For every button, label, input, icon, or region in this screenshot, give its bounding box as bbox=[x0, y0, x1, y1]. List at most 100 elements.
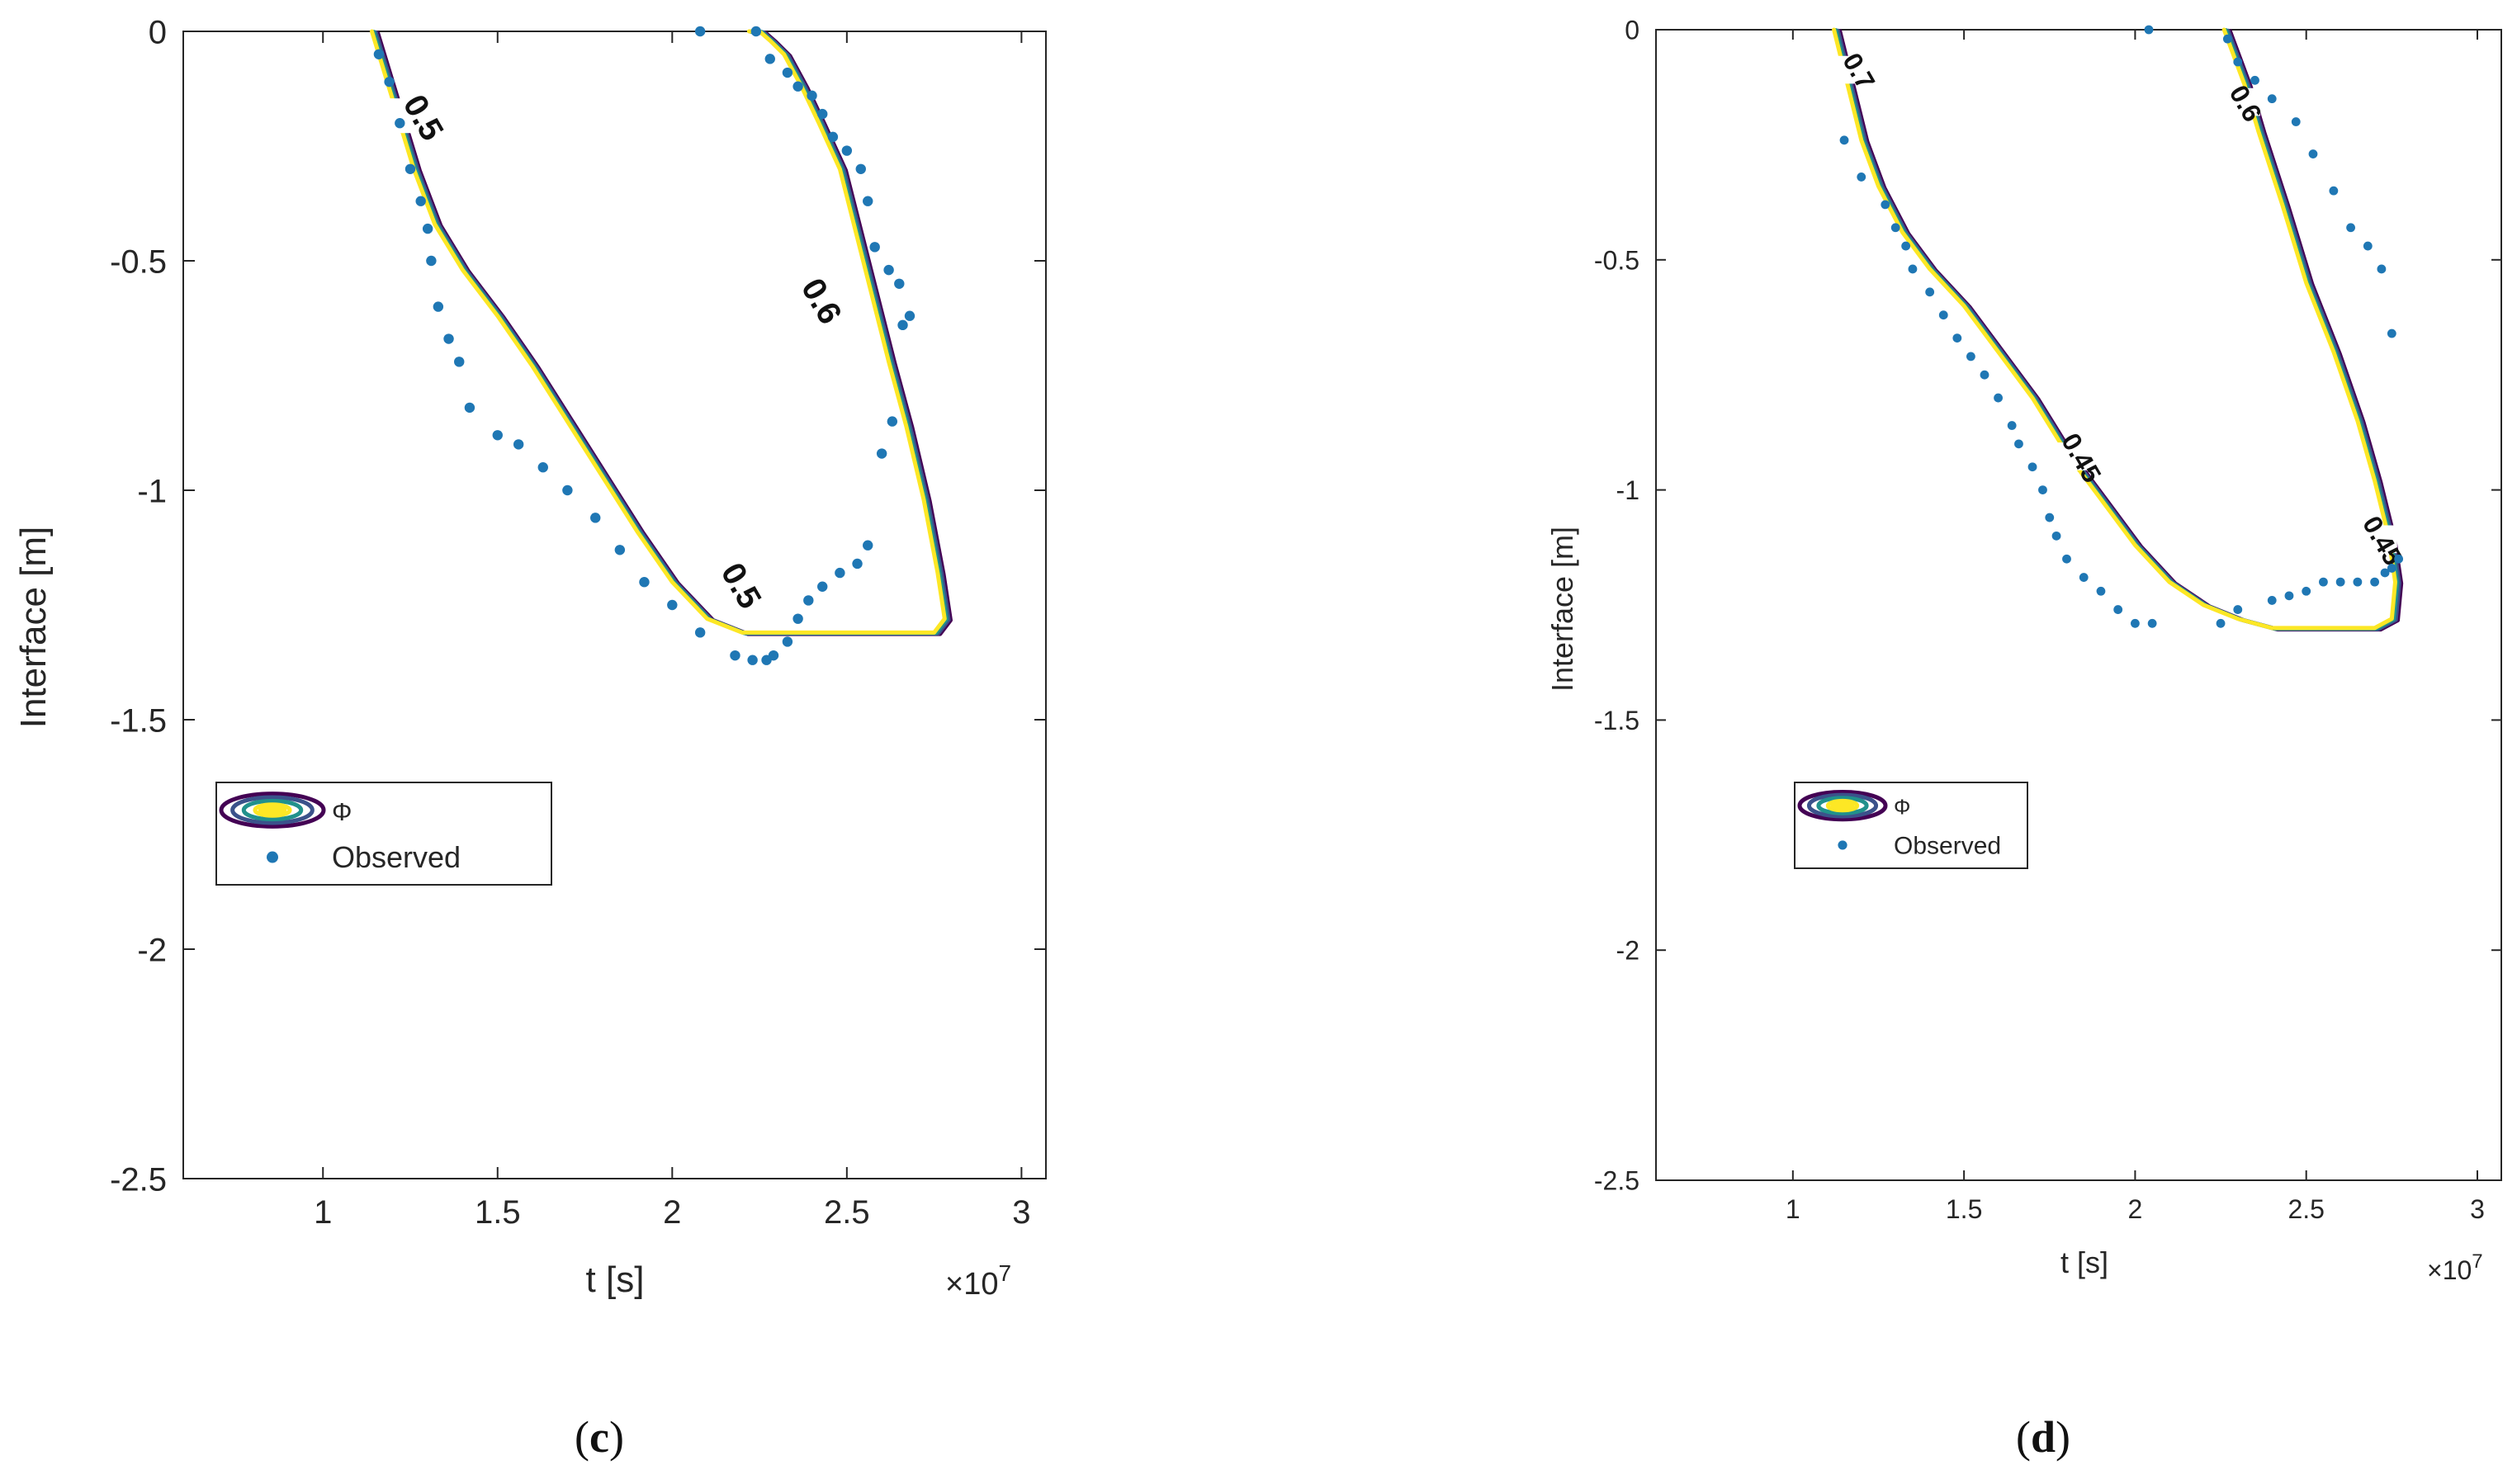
chart-panel-c: Interface [m] t [s] ×107 1 1.5 2 2.5 3 0 -0.5 -… bbox=[13, 14, 1047, 1302]
x-tick-label: 2 bbox=[2128, 1194, 2143, 1224]
observed-point bbox=[863, 540, 873, 551]
observed-point bbox=[2353, 577, 2363, 587]
observed-point bbox=[537, 462, 548, 473]
contour-label-bg bbox=[2215, 87, 2260, 116]
legend-label-observed: Observed bbox=[332, 840, 461, 874]
observed-point bbox=[1901, 241, 1911, 251]
observed-point bbox=[1980, 370, 1989, 380]
legend-contour-icon bbox=[230, 795, 315, 825]
observed-point bbox=[2394, 554, 2404, 564]
caption-letter: d bbox=[2030, 1412, 2056, 1462]
observed-point bbox=[1881, 200, 1890, 210]
observed-point bbox=[405, 163, 416, 174]
observed-point bbox=[887, 416, 898, 427]
legend-label-observed: Observed bbox=[1894, 832, 2001, 859]
caption-letter: c bbox=[589, 1412, 609, 1462]
legend-contour-icon bbox=[1816, 796, 1869, 815]
observed-point bbox=[2387, 328, 2396, 338]
observed-point bbox=[2250, 75, 2259, 85]
observed-point bbox=[454, 357, 465, 367]
observed-point bbox=[827, 131, 839, 143]
y-tick-label: -1.5 bbox=[1594, 706, 1639, 735]
observed-point bbox=[782, 636, 793, 647]
observed-point bbox=[426, 255, 437, 267]
observed-point bbox=[667, 599, 678, 611]
panel-caption-c: (c) bbox=[575, 1411, 624, 1463]
observed-point bbox=[897, 319, 908, 331]
x-multiplier-label: ×107 bbox=[945, 1260, 1011, 1302]
observed-point bbox=[764, 54, 775, 64]
observed-point bbox=[1908, 264, 1918, 274]
observed-point bbox=[2363, 241, 2373, 251]
observed-point bbox=[730, 650, 740, 661]
observed-point bbox=[792, 613, 803, 624]
x-tick-label: 2.5 bbox=[824, 1194, 870, 1231]
legend-label-phi: Φ bbox=[332, 798, 352, 826]
x-multiplier-exponent: 7 bbox=[998, 1260, 1011, 1286]
observed-point bbox=[2370, 577, 2380, 587]
legend-contour-icon-core bbox=[258, 805, 287, 815]
observed-point bbox=[639, 577, 650, 588]
observed-point bbox=[2051, 531, 2061, 541]
x-multiplier-label: ×107 bbox=[2427, 1250, 2483, 1285]
observed-point bbox=[894, 278, 905, 289]
x-tick-label: 2 bbox=[663, 1194, 681, 1231]
observed-point bbox=[869, 242, 880, 253]
contour-line bbox=[369, 29, 947, 635]
observed-point bbox=[2062, 554, 2071, 564]
legend-contour-icon bbox=[253, 802, 292, 818]
observed-point bbox=[2302, 586, 2311, 596]
y-axis-label: Interface [m] bbox=[13, 527, 54, 729]
observed-point bbox=[694, 627, 706, 638]
x-multiplier-base: ×10 bbox=[945, 1267, 998, 1302]
observed-point bbox=[817, 581, 828, 592]
legend-marker-observed bbox=[267, 851, 278, 863]
y-axis-label: Interface [m] bbox=[1545, 527, 1579, 692]
observed-point bbox=[2284, 591, 2294, 601]
contour-label-bg bbox=[2352, 525, 2397, 554]
x-tick-label: 2.5 bbox=[2288, 1194, 2324, 1224]
observed-point bbox=[792, 81, 803, 92]
y-tick-label: 0 bbox=[149, 14, 167, 50]
observed-point bbox=[1938, 310, 1948, 320]
legend-contour-icon bbox=[241, 798, 304, 822]
legend-contour-icon bbox=[1797, 789, 1888, 822]
observed-point bbox=[513, 439, 524, 450]
observed-point bbox=[747, 655, 758, 665]
observed-point bbox=[2079, 573, 2089, 582]
y-tick-label: -2.5 bbox=[1594, 1166, 1639, 1196]
observed-point bbox=[2144, 25, 2154, 35]
y-tick-label: -1.5 bbox=[110, 702, 167, 739]
caption-close: ) bbox=[608, 1412, 624, 1462]
observed-point bbox=[904, 310, 915, 321]
observed-point bbox=[2131, 618, 2140, 628]
observed-point bbox=[2335, 577, 2345, 587]
y-tick-label: -1 bbox=[1616, 475, 1639, 505]
observed-point bbox=[2113, 605, 2123, 614]
legend: Φ Observed bbox=[1794, 782, 2028, 869]
observed-point bbox=[835, 567, 845, 579]
x-tick-label: 3 bbox=[1012, 1194, 1030, 1231]
y-tick-label: -1 bbox=[137, 473, 167, 509]
plot-area bbox=[182, 31, 1047, 1179]
observed-point bbox=[2233, 57, 2243, 67]
x-tick-label: 1 bbox=[314, 1194, 332, 1231]
y-tick-label: -2.5 bbox=[110, 1161, 167, 1198]
observed-point bbox=[2222, 34, 2232, 44]
chart-panel-d: Interface [m] t [s] ×107 1 1.5 2 2.5 3 0 -0.5 -… bbox=[1545, 16, 2502, 1285]
contour-label-bg bbox=[2051, 442, 2096, 470]
observed-point bbox=[1890, 223, 1900, 233]
observed-point bbox=[2267, 596, 2277, 605]
y-tick-label: -0.5 bbox=[110, 243, 167, 280]
observed-point bbox=[694, 26, 706, 37]
legend-contour-icon-core bbox=[1830, 801, 1855, 810]
x-multiplier-exponent: 7 bbox=[2472, 1250, 2482, 1273]
observed-point bbox=[2380, 568, 2390, 578]
observed-point bbox=[817, 108, 828, 120]
observed-point bbox=[2346, 223, 2355, 233]
observed-point bbox=[443, 333, 454, 344]
observed-point bbox=[1994, 393, 2003, 403]
legend-contour-icon bbox=[1825, 798, 1860, 813]
observed-point bbox=[750, 26, 762, 37]
